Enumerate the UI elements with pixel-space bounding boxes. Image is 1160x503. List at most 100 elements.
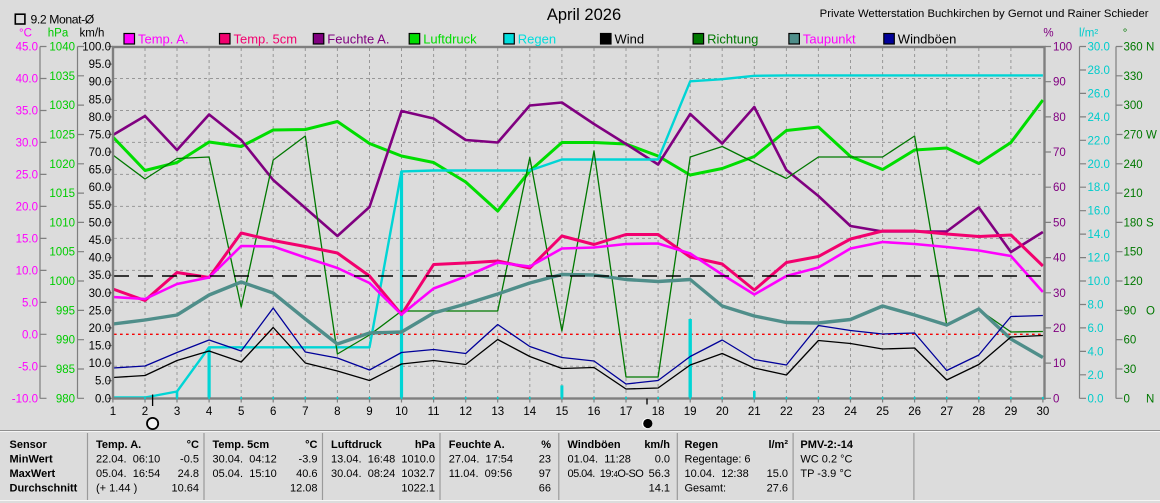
svg-text:Private Wetterstation Buchkirc: Private Wetterstation Buchkirchen by Ger… — [820, 8, 1149, 20]
svg-text:l/m²: l/m² — [1079, 28, 1098, 40]
svg-text:22.0: 22.0 — [1088, 135, 1110, 147]
svg-text:Richtung: Richtung — [707, 32, 758, 47]
svg-text:(+ 1.44 ): (+ 1.44 ) — [96, 483, 137, 495]
svg-text:0: 0 — [1124, 393, 1130, 405]
svg-text:100: 100 — [1053, 42, 1072, 54]
svg-text:50.0: 50.0 — [89, 217, 111, 229]
svg-text:30.0: 30.0 — [89, 288, 111, 300]
svg-text:01.04. 11:28: 01.04. 11:28 — [568, 454, 631, 466]
svg-text:10.0: 10.0 — [16, 265, 38, 277]
svg-text:24.0: 24.0 — [1088, 112, 1110, 124]
svg-text:Durchschnitt: Durchschnitt — [10, 483, 78, 495]
svg-text:26.0: 26.0 — [1088, 88, 1110, 100]
svg-text:%: % — [541, 439, 551, 451]
svg-text:km/h: km/h — [80, 28, 105, 40]
svg-text:Wind: Wind — [615, 32, 645, 47]
svg-text:05.04. 16:54: 05.04. 16:54 — [96, 468, 160, 480]
svg-text:Regentage: 6: Regentage: 6 — [685, 454, 751, 466]
svg-text:0.0: 0.0 — [22, 329, 38, 341]
svg-text:70: 70 — [1053, 147, 1066, 159]
svg-text:17: 17 — [620, 406, 633, 418]
svg-text:1: 1 — [110, 406, 116, 418]
svg-text:22: 22 — [780, 406, 793, 418]
svg-text:14: 14 — [523, 406, 536, 418]
svg-text:19: 19 — [684, 406, 697, 418]
svg-text:95.0: 95.0 — [89, 59, 111, 71]
svg-text:29: 29 — [1004, 406, 1017, 418]
svg-text:Temp. 5cm: Temp. 5cm — [213, 439, 270, 451]
svg-text:15.0: 15.0 — [89, 341, 111, 353]
svg-text:90: 90 — [1053, 77, 1066, 89]
svg-text:WC 0.2 °C: WC 0.2 °C — [800, 454, 852, 466]
svg-text:56.3: 56.3 — [649, 468, 670, 480]
svg-text:MaxWert: MaxWert — [10, 468, 56, 480]
svg-text:20: 20 — [1053, 323, 1066, 335]
svg-text:°C: °C — [305, 439, 317, 451]
svg-text:27.6: 27.6 — [767, 483, 788, 495]
svg-text:25.0: 25.0 — [16, 169, 38, 181]
svg-text:9: 9 — [366, 406, 372, 418]
svg-text:2: 2 — [142, 406, 148, 418]
svg-text:Luftdruck: Luftdruck — [423, 32, 477, 47]
svg-text:l/m²: l/m² — [768, 439, 788, 451]
svg-text:980: 980 — [56, 393, 75, 405]
svg-text:35.0: 35.0 — [89, 270, 111, 282]
svg-text:27.04. 17:54: 27.04. 17:54 — [449, 454, 513, 466]
svg-text:27: 27 — [940, 406, 953, 418]
svg-text:990: 990 — [56, 335, 75, 347]
svg-text:4: 4 — [206, 406, 213, 418]
svg-text:O: O — [1146, 305, 1155, 317]
svg-text:85.0: 85.0 — [89, 94, 111, 106]
svg-text:Feuchte A.: Feuchte A. — [449, 439, 505, 451]
svg-text:22.04. 06:10: 22.04. 06:10 — [96, 454, 160, 466]
svg-text:20: 20 — [716, 406, 729, 418]
svg-text:1030: 1030 — [49, 100, 75, 112]
svg-text:N: N — [1146, 393, 1154, 405]
svg-text:10.0: 10.0 — [1088, 276, 1110, 288]
svg-text:240: 240 — [1124, 159, 1143, 171]
svg-text:120: 120 — [1124, 276, 1143, 288]
svg-text:24.8: 24.8 — [178, 468, 199, 480]
svg-text:°: ° — [1123, 28, 1128, 40]
svg-text:28: 28 — [972, 406, 985, 418]
svg-text:14.0: 14.0 — [1088, 229, 1110, 241]
svg-text:30: 30 — [1037, 406, 1050, 418]
svg-text:30.0: 30.0 — [16, 137, 38, 149]
svg-text:66: 66 — [539, 483, 551, 495]
svg-text:300: 300 — [1124, 100, 1143, 112]
svg-text:13: 13 — [491, 406, 504, 418]
svg-text:20.0: 20.0 — [1088, 159, 1110, 171]
svg-text:Luftdruck: Luftdruck — [331, 439, 383, 451]
svg-text:55.0: 55.0 — [89, 200, 111, 212]
svg-text:40.0: 40.0 — [89, 253, 111, 265]
svg-text:70.0: 70.0 — [89, 147, 111, 159]
svg-text:30.04. 04:12: 30.04. 04:12 — [213, 454, 277, 466]
svg-text:12: 12 — [459, 406, 472, 418]
svg-text:3: 3 — [174, 406, 180, 418]
svg-text:45.0: 45.0 — [16, 42, 38, 54]
svg-text:100.0: 100.0 — [82, 42, 111, 54]
svg-text:270: 270 — [1124, 129, 1143, 141]
svg-text:210: 210 — [1124, 188, 1143, 200]
svg-text:23: 23 — [539, 454, 551, 466]
svg-text:Windböen: Windböen — [568, 439, 621, 451]
svg-text:S: S — [1146, 217, 1154, 229]
svg-text:45.0: 45.0 — [89, 235, 111, 247]
svg-text:10.04. 12:38: 10.04. 12:38 — [685, 468, 749, 480]
svg-text:40: 40 — [1053, 253, 1066, 265]
svg-text:1015: 1015 — [49, 188, 75, 200]
svg-text:80.0: 80.0 — [89, 112, 111, 124]
svg-text:-5.0: -5.0 — [18, 361, 38, 373]
svg-text:21: 21 — [748, 406, 761, 418]
svg-text:24: 24 — [844, 406, 857, 418]
svg-text:05.04. 15:10: 05.04. 15:10 — [213, 468, 277, 480]
svg-text:985: 985 — [56, 364, 75, 376]
svg-text:N: N — [1146, 42, 1154, 54]
svg-text:Temp. A.: Temp. A. — [96, 439, 141, 451]
svg-text:995: 995 — [56, 305, 75, 317]
svg-text:0.0: 0.0 — [95, 393, 111, 405]
svg-text:10.0: 10.0 — [89, 358, 111, 370]
svg-text:150: 150 — [1124, 247, 1143, 259]
svg-text:11.04. 09:56: 11.04. 09:56 — [449, 468, 512, 480]
svg-text:7: 7 — [302, 406, 308, 418]
